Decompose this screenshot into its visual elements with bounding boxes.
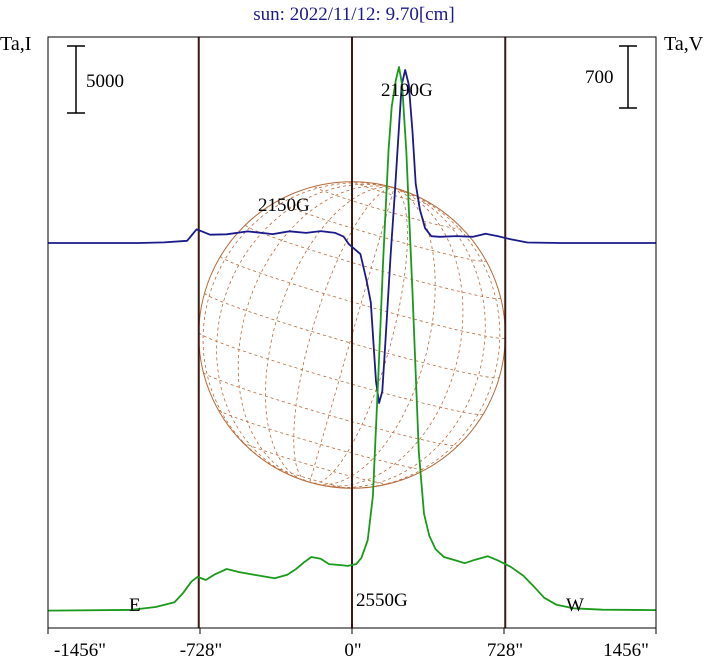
solar-disk-meridian — [216, 183, 395, 479]
solar-disk-parallel — [354, 181, 432, 205]
limb-and-center-markers — [197, 37, 507, 628]
x-tick-label: -1456" — [54, 640, 106, 661]
solar-disk-grid — [198, 181, 506, 489]
west-limb-label: W — [566, 595, 584, 616]
solar-disk-meridian — [320, 187, 464, 487]
solar-disk-meridian — [202, 182, 395, 472]
annotation-2150g: 2150G — [258, 195, 310, 216]
annotation-2550g: 2550G — [356, 590, 408, 611]
solar-disk-meridian — [237, 185, 395, 480]
x-tick-label: 728" — [487, 640, 523, 661]
x-tick-label: 1456" — [603, 640, 649, 661]
solar-disk-meridian — [340, 187, 501, 489]
x-tick-label: -728" — [180, 640, 223, 661]
solar-disk-meridian — [313, 187, 408, 484]
solar-disk-parallel — [198, 332, 484, 415]
solar-disk-parallel — [203, 372, 459, 447]
solar-disk-parallel — [241, 441, 389, 485]
east-limb-label: E — [129, 595, 141, 616]
solar-disk-parallel — [273, 466, 349, 489]
series-layer — [47, 66, 657, 612]
series-line-1 — [47, 66, 657, 612]
solar-disk-parallel — [218, 409, 426, 470]
series-line-0 — [48, 69, 656, 404]
solar-disk-parallel — [314, 186, 463, 230]
solar-disk-meridian — [293, 187, 395, 482]
x-axis: -1456" -728" 0" 728" 1456" — [47, 628, 657, 661]
right-axis-label: Ta,V — [664, 33, 704, 55]
solar-disk-meridian — [309, 187, 395, 483]
annotation-2190g: 2190G — [381, 80, 433, 101]
left-scale-bar: 5000 — [67, 45, 124, 114]
chart-title: sun: 2022/11/12: 9.70[cm] — [253, 4, 454, 25]
right-scale-bar-label: 700 — [585, 67, 614, 88]
right-scale-bar: 700 — [585, 45, 637, 109]
solar-disk-parallel — [277, 201, 487, 262]
solar-disk-meridian — [323, 187, 486, 489]
left-axis-label: Ta,I — [0, 33, 31, 55]
x-tick-label: 0" — [344, 640, 361, 661]
left-scale-bar-label: 5000 — [86, 71, 124, 92]
